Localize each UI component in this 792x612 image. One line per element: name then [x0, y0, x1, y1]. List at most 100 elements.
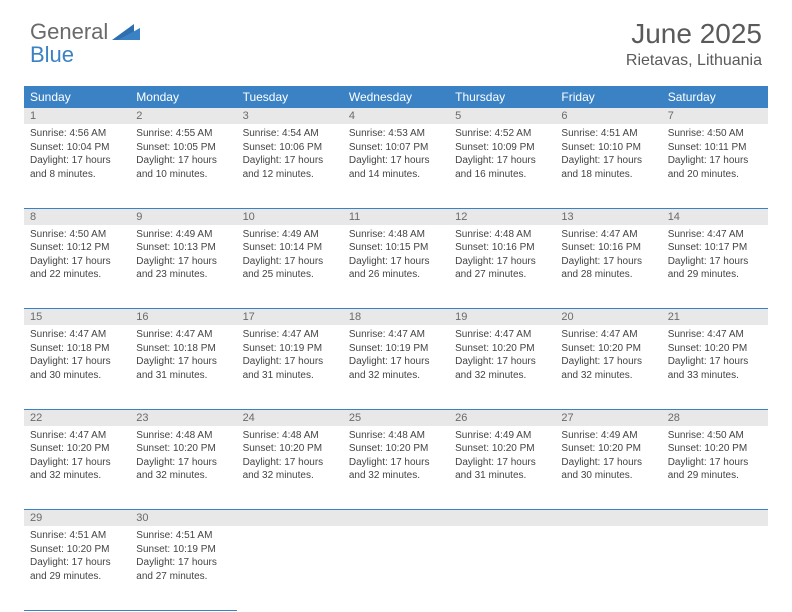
day-number-cell: 16	[130, 309, 236, 326]
sunset-line: Sunset: 10:20 PM	[455, 442, 549, 456]
daylight-line: Daylight: 17 hours and 26 minutes.	[349, 255, 443, 282]
sunset-line: Sunset: 10:04 PM	[30, 141, 124, 155]
sunrise-line: Sunrise: 4:50 AM	[30, 228, 124, 242]
sunset-line: Sunset: 10:06 PM	[243, 141, 337, 155]
day-number-cell: 10	[237, 208, 343, 225]
sunset-line: Sunset: 10:11 PM	[668, 141, 762, 155]
sunrise-line: Sunrise: 4:51 AM	[136, 529, 230, 543]
sunrise-line: Sunrise: 4:49 AM	[136, 228, 230, 242]
day-content-row: Sunrise: 4:50 AMSunset: 10:12 PM Daylight…	[24, 225, 768, 309]
sunrise-line: Sunrise: 4:48 AM	[349, 228, 443, 242]
sunrise-line: Sunrise: 4:47 AM	[561, 228, 655, 242]
day-number-cell: 3	[237, 108, 343, 124]
day-content-row: Sunrise: 4:56 AMSunset: 10:04 PMDaylight…	[24, 124, 768, 208]
sunrise-line: Sunrise: 4:52 AM	[455, 127, 549, 141]
day-details: Sunrise: 4:47 AMSunset: 10:16 PMDaylight…	[555, 225, 661, 288]
day-cell	[237, 526, 343, 610]
day-details: Sunrise: 4:48 AMSunset: 10:20 PMDaylight…	[343, 426, 449, 489]
sunrise-line: Sunrise: 4:49 AM	[455, 429, 549, 443]
sunrise-line: Sunrise: 4:47 AM	[136, 328, 230, 342]
day-number-cell	[237, 510, 343, 527]
day-details: Sunrise: 4:52 AMSunset: 10:09 PMDaylight…	[449, 124, 555, 187]
daylight-line: Daylight: 17 hours and 31 minutes.	[243, 355, 337, 382]
day-details: Sunrise: 4:47 AMSunset: 10:20 PMDaylight…	[555, 325, 661, 388]
sunset-line: Sunset: 10:10 PM	[561, 141, 655, 155]
sunset-line: Sunset: 10:20 PM	[349, 442, 443, 456]
day-details: Sunrise: 4:47 AMSunset: 10:19 PMDaylight…	[237, 325, 343, 388]
sunset-line: Sunset: 10:20 PM	[30, 442, 124, 456]
daylight-line: Daylight: 17 hours and 16 minutes.	[455, 154, 549, 181]
daylight-line: Daylight: 17 hours and 14 minutes.	[349, 154, 443, 181]
day-number-cell: 29	[24, 510, 130, 527]
day-details: Sunrise: 4:48 AMSunset: 10:16 PMDaylight…	[449, 225, 555, 288]
day-cell: Sunrise: 4:49 AMSunset: 10:20 PMDaylight…	[555, 426, 661, 510]
sunrise-line: Sunrise: 4:48 AM	[243, 429, 337, 443]
day-number-cell: 14	[662, 208, 768, 225]
day-details: Sunrise: 4:50 AMSunset: 10:12 PMDaylight…	[24, 225, 130, 288]
day-number-cell: 5	[449, 108, 555, 124]
day-cell: Sunrise: 4:48 AMSunset: 10:15 PMDaylight…	[343, 225, 449, 309]
sunset-line: Sunset: 10:20 PM	[243, 442, 337, 456]
sunrise-line: Sunrise: 4:55 AM	[136, 127, 230, 141]
sunrise-line: Sunrise: 4:51 AM	[30, 529, 124, 543]
day-cell: Sunrise: 4:50 AMSunset: 10:12 PMDaylight…	[24, 225, 130, 309]
sunset-line: Sunset: 10:12 PM	[30, 241, 124, 255]
day-details: Sunrise: 4:53 AMSunset: 10:07 PMDaylight…	[343, 124, 449, 187]
day-cell: Sunrise: 4:48 AMSunset: 10:20 PMDaylight…	[130, 426, 236, 510]
day-cell: Sunrise: 4:47 AMSunset: 10:19 PMDaylight…	[237, 325, 343, 409]
sunset-line: Sunset: 10:13 PM	[136, 241, 230, 255]
daylight-line: Daylight: 17 hours and 32 minutes.	[243, 456, 337, 483]
daylight-line: Daylight: 17 hours and 32 minutes.	[349, 355, 443, 382]
weekday-header: Tuesday	[237, 86, 343, 108]
day-content-row: Sunrise: 4:51 AMSunset: 10:20 PMDaylight…	[24, 526, 768, 610]
day-details: Sunrise: 4:47 AMSunset: 10:20 PMDaylight…	[662, 325, 768, 388]
day-cell: Sunrise: 4:49 AMSunset: 10:14 PMDaylight…	[237, 225, 343, 309]
daylight-line: Daylight: 17 hours and 18 minutes.	[561, 154, 655, 181]
day-number-cell: 20	[555, 309, 661, 326]
sunrise-line: Sunrise: 4:49 AM	[243, 228, 337, 242]
sunset-line: Sunset: 10:19 PM	[136, 543, 230, 557]
day-cell: Sunrise: 4:47 AMSunset: 10:18 PMDaylight…	[130, 325, 236, 409]
day-number-cell: 26	[449, 409, 555, 426]
daylight-line: Daylight: 17 hours and 32 minutes.	[30, 456, 124, 483]
day-number-cell	[662, 510, 768, 527]
day-details: Sunrise: 4:47 AMSunset: 10:18 PMDaylight…	[130, 325, 236, 388]
weekday-header: Wednesday	[343, 86, 449, 108]
day-details: Sunrise: 4:47 AMSunset: 10:18 PMDaylight…	[24, 325, 130, 388]
day-cell: Sunrise: 4:51 AMSunset: 10:10 PMDaylight…	[555, 124, 661, 208]
sunrise-line: Sunrise: 4:50 AM	[668, 127, 762, 141]
daylight-line: Daylight: 17 hours and 29 minutes.	[30, 556, 124, 583]
sunset-line: Sunset: 10:07 PM	[349, 141, 443, 155]
day-number-row: 891011121314	[24, 208, 768, 225]
sunset-line: Sunset: 10:17 PM	[668, 241, 762, 255]
sunset-line: Sunset: 10:19 PM	[349, 342, 443, 356]
daylight-line: Daylight: 17 hours and 8 minutes.	[30, 154, 124, 181]
sunrise-line: Sunrise: 4:50 AM	[668, 429, 762, 443]
daylight-line: Daylight: 17 hours and 33 minutes.	[668, 355, 762, 382]
daylight-line: Daylight: 17 hours and 23 minutes.	[136, 255, 230, 282]
sunset-line: Sunset: 10:09 PM	[455, 141, 549, 155]
day-details: Sunrise: 4:50 AMSunset: 10:11 PMDaylight…	[662, 124, 768, 187]
sunrise-line: Sunrise: 4:51 AM	[561, 127, 655, 141]
day-cell: Sunrise: 4:47 AMSunset: 10:17 PMDaylight…	[662, 225, 768, 309]
daylight-line: Daylight: 17 hours and 27 minutes.	[455, 255, 549, 282]
day-cell: Sunrise: 4:50 AMSunset: 10:11 PMDaylight…	[662, 124, 768, 208]
day-details: Sunrise: 4:48 AMSunset: 10:20 PMDaylight…	[237, 426, 343, 489]
day-cell: Sunrise: 4:47 AMSunset: 10:16 PMDaylight…	[555, 225, 661, 309]
day-cell: Sunrise: 4:48 AMSunset: 10:16 PMDaylight…	[449, 225, 555, 309]
day-cell: Sunrise: 4:47 AMSunset: 10:20 PMDaylight…	[555, 325, 661, 409]
day-details: Sunrise: 4:49 AMSunset: 10:13 PMDaylight…	[130, 225, 236, 288]
sunrise-line: Sunrise: 4:47 AM	[30, 429, 124, 443]
day-number-cell: 17	[237, 309, 343, 326]
sunset-line: Sunset: 10:20 PM	[561, 342, 655, 356]
day-number-cell: 27	[555, 409, 661, 426]
day-cell: Sunrise: 4:53 AMSunset: 10:07 PMDaylight…	[343, 124, 449, 208]
sunset-line: Sunset: 10:16 PM	[455, 241, 549, 255]
day-number-row: 22232425262728	[24, 409, 768, 426]
daylight-line: Daylight: 17 hours and 10 minutes.	[136, 154, 230, 181]
day-number-cell: 15	[24, 309, 130, 326]
day-number-cell: 23	[130, 409, 236, 426]
day-number-cell: 18	[343, 309, 449, 326]
sunrise-line: Sunrise: 4:47 AM	[561, 328, 655, 342]
sunrise-line: Sunrise: 4:48 AM	[349, 429, 443, 443]
